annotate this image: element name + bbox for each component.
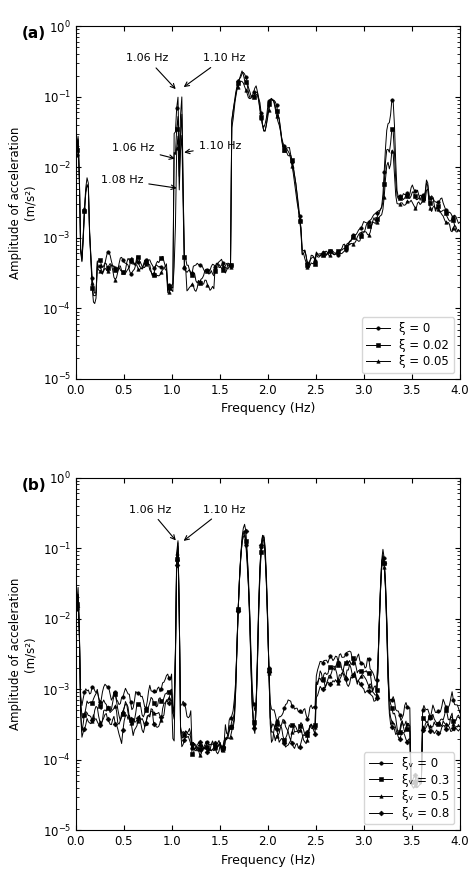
ξᵥ = 0.5 — [242, 525, 247, 536]
ξᵥ = 0.5 — [457, 722, 463, 732]
Legend: ξ = 0, ξ = 0.02, ξ = 0.05: ξ = 0, ξ = 0.02, ξ = 0.05 — [362, 317, 454, 373]
ξᵥ = 0.3 — [398, 718, 404, 729]
ξᵥ = 0.5 — [310, 724, 315, 734]
Text: 1.06 Hz: 1.06 Hz — [112, 143, 173, 159]
ξ = 0 — [240, 67, 246, 78]
ξᵥ = 0.5 — [303, 739, 309, 749]
ξᵥ = 0.3 — [303, 731, 309, 741]
Text: (a): (a) — [22, 26, 46, 41]
ξ = 0 — [311, 252, 317, 262]
ξᵥ = 0.8 — [424, 717, 429, 727]
ξ = 0.02 — [75, 134, 81, 144]
ξᵥ = 0.3 — [74, 599, 80, 609]
Text: 1.10 Hz: 1.10 Hz — [185, 53, 245, 87]
ξᵥ = 0.5 — [75, 582, 81, 593]
ξ = 0.05 — [304, 261, 310, 272]
ξᵥ = 0.3 — [75, 589, 81, 600]
Text: 1.06 Hz: 1.06 Hz — [128, 504, 175, 539]
Text: (b): (b) — [22, 477, 47, 493]
Y-axis label: Amplitude of acceleration
(m/s²): Amplitude of acceleration (m/s²) — [9, 127, 36, 279]
ξᵥ = 0.3 — [310, 724, 315, 734]
ξ = 0.05 — [399, 198, 405, 208]
ξᵥ = 0 — [457, 708, 463, 718]
ξᵥ = 0.8 — [310, 721, 315, 732]
ξ = 0.05 — [75, 131, 81, 142]
ξᵥ = 0.5 — [302, 737, 308, 747]
Y-axis label: Amplitude of acceleration
(m/s²): Amplitude of acceleration (m/s²) — [9, 578, 36, 730]
Line: ξᵥ = 0.3: ξᵥ = 0.3 — [75, 534, 462, 786]
ξ = 0 — [74, 150, 80, 161]
Line: ξᵥ = 0.5: ξᵥ = 0.5 — [75, 529, 462, 790]
ξ = 0.02 — [92, 298, 98, 309]
ξᵥ = 0.5 — [411, 783, 417, 794]
Text: 1.10 Hz: 1.10 Hz — [185, 142, 241, 154]
ξᵥ = 0 — [74, 603, 80, 614]
Line: ξᵥ = 0: ξᵥ = 0 — [75, 531, 462, 789]
ξᵥ = 0 — [415, 782, 420, 793]
ξᵥ = 0.3 — [411, 779, 417, 789]
ξ = 0 — [424, 175, 429, 185]
ξᵥ = 0.8 — [74, 601, 80, 612]
ξ = 0.05 — [238, 76, 244, 87]
ξ = 0 — [92, 288, 98, 298]
ξ = 0.02 — [303, 250, 309, 260]
Line: ξᵥ = 0.8: ξᵥ = 0.8 — [75, 523, 462, 786]
ξᵥ = 0.8 — [408, 779, 414, 789]
ξ = 0.02 — [304, 260, 310, 270]
ξᵥ = 0.5 — [424, 722, 429, 732]
ξ = 0 — [75, 135, 81, 145]
ξ = 0.05 — [424, 185, 429, 196]
ξ = 0.05 — [311, 252, 317, 262]
ξᵥ = 0.8 — [302, 731, 308, 741]
ξᵥ = 0.3 — [424, 718, 429, 728]
ξᵥ = 0 — [424, 704, 429, 715]
ξᵥ = 0.5 — [74, 599, 80, 609]
ξᵥ = 0.8 — [398, 731, 404, 741]
ξᵥ = 0 — [242, 527, 247, 538]
ξᵥ = 0.5 — [398, 723, 404, 733]
Line: ξ = 0.05: ξ = 0.05 — [75, 80, 462, 297]
ξ = 0.02 — [311, 258, 317, 268]
ξᵥ = 0 — [398, 715, 404, 725]
ξ = 0.02 — [239, 66, 245, 76]
ξᵥ = 0 — [310, 704, 315, 714]
X-axis label: Frequency (Hz): Frequency (Hz) — [220, 854, 315, 867]
Line: ξ = 0.02: ξ = 0.02 — [75, 69, 462, 305]
ξ = 0.02 — [424, 177, 429, 188]
ξ = 0.02 — [74, 145, 80, 156]
ξᵥ = 0.8 — [75, 589, 81, 600]
ξ = 0.05 — [303, 257, 309, 267]
ξᵥ = 0.3 — [302, 729, 308, 739]
Legend: ξᵥ = 0, ξᵥ = 0.3, ξᵥ = 0.5, ξᵥ = 0.8: ξᵥ = 0, ξᵥ = 0.3, ξᵥ = 0.5, ξᵥ = 0.8 — [364, 753, 454, 824]
X-axis label: Frequency (Hz): Frequency (Hz) — [220, 402, 315, 415]
ξ = 0 — [303, 251, 309, 261]
ξᵥ = 0 — [302, 704, 308, 714]
ξ = 0.02 — [399, 192, 405, 203]
ξᵥ = 0.8 — [242, 519, 247, 530]
ξ = 0.05 — [74, 142, 80, 152]
ξ = 0.02 — [457, 226, 463, 237]
ξᵥ = 0 — [75, 590, 81, 600]
ξ = 0 — [304, 258, 310, 268]
ξᵥ = 0.8 — [303, 727, 309, 738]
ξ = 0 — [457, 217, 463, 227]
ξᵥ = 0.3 — [457, 713, 463, 724]
Text: 1.06 Hz: 1.06 Hz — [126, 53, 175, 88]
ξ = 0 — [399, 191, 405, 202]
ξᵥ = 0.8 — [457, 724, 463, 734]
Text: 1.10 Hz: 1.10 Hz — [184, 504, 245, 540]
ξᵥ = 0 — [303, 710, 309, 720]
ξ = 0.05 — [457, 225, 463, 236]
ξ = 0.05 — [92, 290, 98, 301]
ξᵥ = 0.3 — [242, 531, 247, 541]
Text: 1.08 Hz: 1.08 Hz — [101, 175, 175, 190]
Line: ξ = 0: ξ = 0 — [75, 71, 462, 295]
